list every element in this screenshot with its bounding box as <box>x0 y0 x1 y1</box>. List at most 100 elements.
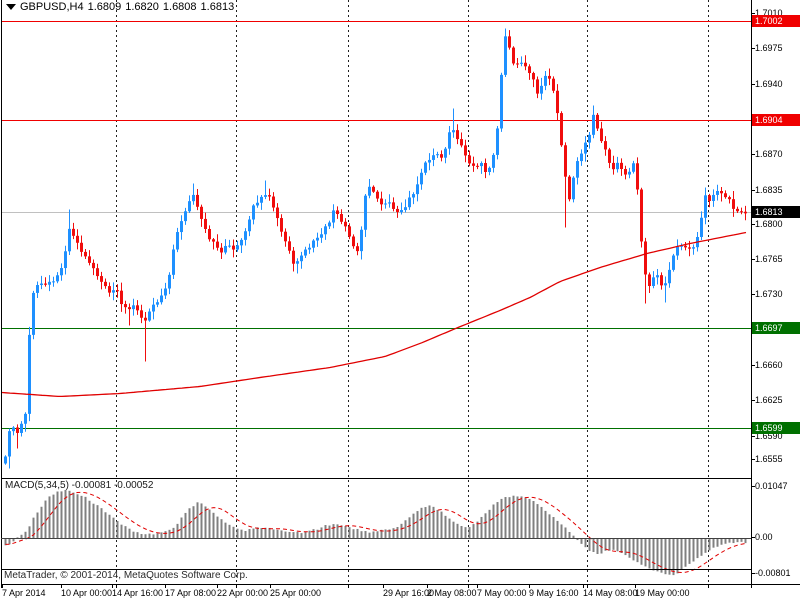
moving-average-line <box>1 231 747 398</box>
candle-down <box>92 262 95 269</box>
candle-down <box>528 66 531 74</box>
candle-up <box>312 240 315 248</box>
candle-down <box>688 247 691 249</box>
candle-up <box>252 205 255 220</box>
close-value: 1.6813 <box>200 1 235 13</box>
symbol-dropdown-icon[interactable] <box>6 4 16 10</box>
candle-down <box>524 62 527 67</box>
candle-up <box>424 162 427 173</box>
candle-up <box>360 229 363 252</box>
candle-up <box>224 245 227 253</box>
candle-down <box>376 191 379 199</box>
candle-down <box>380 198 383 205</box>
moving-average-path[interactable] <box>1 231 747 398</box>
candle-up <box>656 275 659 278</box>
candle-up <box>692 247 695 249</box>
candle-up <box>404 207 407 211</box>
candle-up <box>712 194 715 201</box>
candle-up <box>8 431 11 457</box>
time-axis-label: 14 May 08:00 <box>583 588 638 598</box>
price-axis-label: 1.6625 <box>755 395 783 405</box>
candle-up <box>444 148 447 158</box>
candle-down <box>108 286 111 293</box>
macd-axis-label: 0.01047 <box>755 481 788 491</box>
candle-up <box>164 288 167 296</box>
candle-down <box>460 139 463 146</box>
candle-down <box>536 79 539 94</box>
candle-up <box>664 283 667 286</box>
candle-up <box>540 85 543 94</box>
candle-down <box>396 208 399 213</box>
candle-down <box>88 256 91 263</box>
price-axis-label: 1.6765 <box>755 254 783 264</box>
candle-up <box>256 202 259 206</box>
candle-down <box>556 90 559 114</box>
candle-up <box>448 132 451 149</box>
candle-down <box>276 207 279 219</box>
candle-down <box>288 241 291 251</box>
candle-down <box>292 250 295 264</box>
candle-down <box>740 211 743 213</box>
candle-up <box>416 184 419 195</box>
candle-down <box>84 251 87 257</box>
candle-down <box>484 163 487 172</box>
candle-up <box>20 423 23 433</box>
macd-axis-label: 0.00 <box>755 532 773 542</box>
candle-up <box>332 210 335 223</box>
candle-down <box>612 162 615 170</box>
candle-up <box>68 228 71 252</box>
candle-up <box>32 292 35 335</box>
time-axis-label: 29 Apr 16:00 <box>383 588 435 598</box>
candle-down <box>212 239 215 242</box>
candle-up <box>148 311 151 321</box>
candle-down <box>516 63 519 65</box>
time-axis-label: 25 Apr 00:00 <box>270 588 322 598</box>
candle-up <box>628 171 631 175</box>
candle-up <box>668 269 671 284</box>
candle-down <box>660 275 663 286</box>
candle-up <box>132 305 135 310</box>
candle-up <box>244 231 247 240</box>
candle-up <box>64 251 67 269</box>
candle-up <box>412 194 415 198</box>
candle-down <box>104 281 107 287</box>
candle-down <box>220 247 223 253</box>
candle-up <box>588 134 591 143</box>
price-axis-label: 1.6590 <box>755 431 783 441</box>
candle-down <box>476 165 479 167</box>
price-level-lines[interactable] <box>1 21 751 429</box>
candle-up <box>308 247 311 250</box>
resistance-price-badge: 1.7002 <box>752 15 800 27</box>
candle-down <box>348 226 351 237</box>
candle-down <box>76 235 79 243</box>
chart-title: GBPUSD,H4 1.6809 1.6820 1.6808 1.6813 <box>6 1 238 13</box>
price-axis-label: 1.7010 <box>755 8 783 18</box>
candle-down <box>724 193 727 198</box>
candle-down <box>392 202 395 209</box>
candle-up <box>28 334 31 414</box>
candle-up <box>368 186 371 196</box>
candle-up <box>40 283 43 286</box>
candle-down <box>80 242 83 252</box>
candle-down <box>472 163 475 166</box>
candle-down <box>356 246 359 252</box>
candle-down <box>552 78 555 91</box>
candle-up <box>172 249 175 275</box>
candle-down <box>508 36 511 48</box>
time-axis-label: 9 May 16:00 <box>529 588 579 598</box>
candle-up <box>496 128 499 155</box>
candle-up <box>4 456 7 464</box>
support-price-badge: 1.6697 <box>752 322 800 334</box>
candle-up <box>632 163 635 172</box>
candle-up <box>300 255 303 262</box>
candle-down <box>136 305 139 311</box>
chart-frame <box>1 0 800 588</box>
price-axis-label: 1.6975 <box>755 43 783 53</box>
candle-down <box>548 75 551 79</box>
candle-up <box>616 162 619 170</box>
low-value: 1.6808 <box>162 1 197 13</box>
price-axis-label: 1.6835 <box>755 185 783 195</box>
macd-axis-label: -0.00801 <box>755 568 791 578</box>
candle-up <box>544 75 547 86</box>
